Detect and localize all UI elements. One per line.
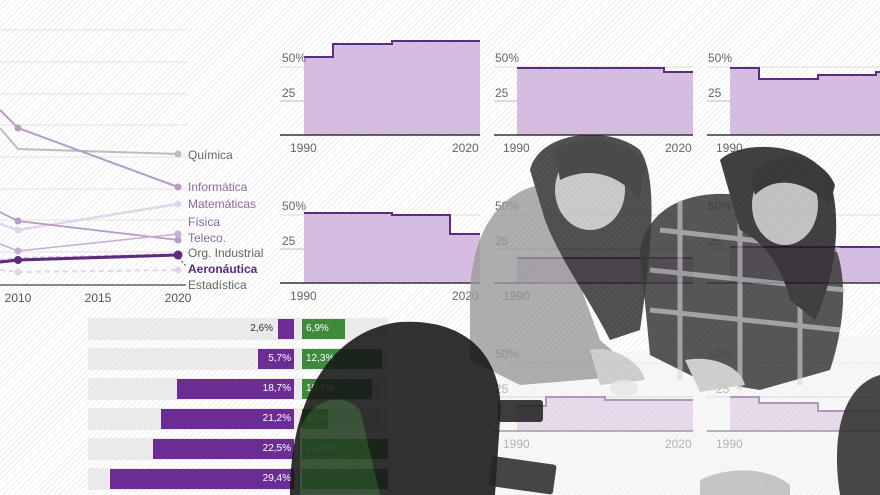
bar-chart: 2,6% 6,9% 5,7% 12,3% 18,7% 10,7% 21,2% 4… [88, 318, 388, 495]
x-tick-2020: 2020 [165, 291, 192, 305]
bar-left-5 [110, 469, 294, 489]
svg-text:1990: 1990 [290, 141, 317, 155]
line-chart-x-ticks: 2010 2015 2020 [5, 291, 192, 305]
label-aeronautica: Aeronáutica [188, 262, 258, 276]
svg-text:25: 25 [495, 382, 509, 396]
x-tick-2015: 2015 [85, 291, 112, 305]
svg-text:2020: 2020 [665, 437, 692, 451]
series-informatica [0, 109, 182, 191]
line-chart-labels: Química Informática Matemáticas Física T… [188, 148, 263, 292]
small-multiple-r2c0: 50% 25 1990 2020 [494, 347, 693, 451]
label-quimica: Química [188, 148, 233, 162]
small-multiple-r2c1: 50% 25 1990 [707, 347, 880, 451]
svg-text:25: 25 [708, 86, 722, 100]
svg-text:50%: 50% [708, 347, 732, 361]
svg-text:25: 25 [708, 234, 722, 248]
svg-text:25: 25 [282, 86, 296, 100]
svg-text:50%: 50% [495, 51, 519, 65]
svg-text:2020: 2020 [452, 141, 479, 155]
x-tick-2010: 2010 [5, 291, 32, 305]
bar-left-2 [177, 379, 294, 399]
series-estadistica [0, 266, 182, 276]
svg-text:1990: 1990 [716, 437, 743, 451]
bar-left-label-4: 22,5% [262, 443, 291, 454]
bar-left-label-3: 21,2% [262, 413, 291, 424]
small-multiple-r1c2: 50% 25 [707, 199, 880, 284]
bar-left-4 [153, 439, 294, 459]
bar-left-1 [258, 349, 294, 369]
label-fisica: Física [188, 215, 220, 229]
svg-text:50%: 50% [495, 199, 519, 213]
series-aeronautica [0, 250, 187, 267]
svg-text:50%: 50% [495, 347, 519, 361]
series-matematicas [0, 200, 182, 234]
small-multiple-r1c1: 50% 25 1990 [494, 199, 693, 303]
bar-right-label-4: 22,4% [306, 443, 335, 454]
bar-left-label-5: 29,4% [262, 473, 291, 484]
bar-right-5 [302, 469, 388, 489]
label-org-industrial: Org. Industrial [188, 246, 263, 260]
svg-text:25: 25 [716, 382, 730, 396]
series-fisica [0, 211, 182, 244]
bar-left-label-0: 2,6% [250, 323, 273, 334]
series-quimica [0, 127, 182, 158]
svg-text:1990: 1990 [503, 437, 530, 451]
small-multiple-r0c2: 50% 25 1990 [707, 51, 880, 155]
label-matematicas: Matemáticas [188, 197, 256, 211]
svg-text:50%: 50% [708, 51, 732, 65]
line-chart: 2010 2015 2020 Química Informática Matem… [0, 29, 263, 305]
svg-text:50%: 50% [282, 199, 306, 213]
svg-text:1990: 1990 [503, 141, 530, 155]
bar-left-3 [161, 409, 294, 429]
small-multiple-r0c0: 50% 25 1990 2020 [280, 40, 480, 155]
series-teleco [0, 230, 182, 255]
small-multiple-r1c0: 50% 25 1990 2020 [280, 199, 480, 303]
svg-text:50%: 50% [282, 51, 306, 65]
label-estadistica: Estadística [188, 278, 247, 292]
bar-right-label-2: 10,7% [306, 383, 335, 394]
svg-text:1990: 1990 [290, 289, 317, 303]
bar-right-label-3: 4,0% [306, 413, 329, 424]
label-informatica: Informática [188, 180, 248, 194]
svg-text:25: 25 [282, 234, 296, 248]
photo-phone [488, 456, 557, 495]
bar-left-label-1: 5,7% [268, 353, 291, 364]
svg-text:25: 25 [495, 234, 509, 248]
small-multiple-r0c1: 50% 25 1990 2020 [494, 51, 693, 155]
svg-text:2020: 2020 [665, 141, 692, 155]
svg-text:2020: 2020 [452, 289, 479, 303]
bar-right-label-0: 6,9% [306, 323, 329, 334]
bar-right-label-1: 12,3% [306, 353, 335, 364]
label-teleco: Teleco. [188, 231, 226, 245]
svg-text:25: 25 [495, 86, 509, 100]
svg-text:1990: 1990 [716, 141, 743, 155]
bar-left-0 [278, 319, 294, 339]
svg-text:50%: 50% [708, 199, 732, 213]
svg-text:1990: 1990 [503, 289, 530, 303]
bar-left-label-2: 18,7% [262, 383, 291, 394]
